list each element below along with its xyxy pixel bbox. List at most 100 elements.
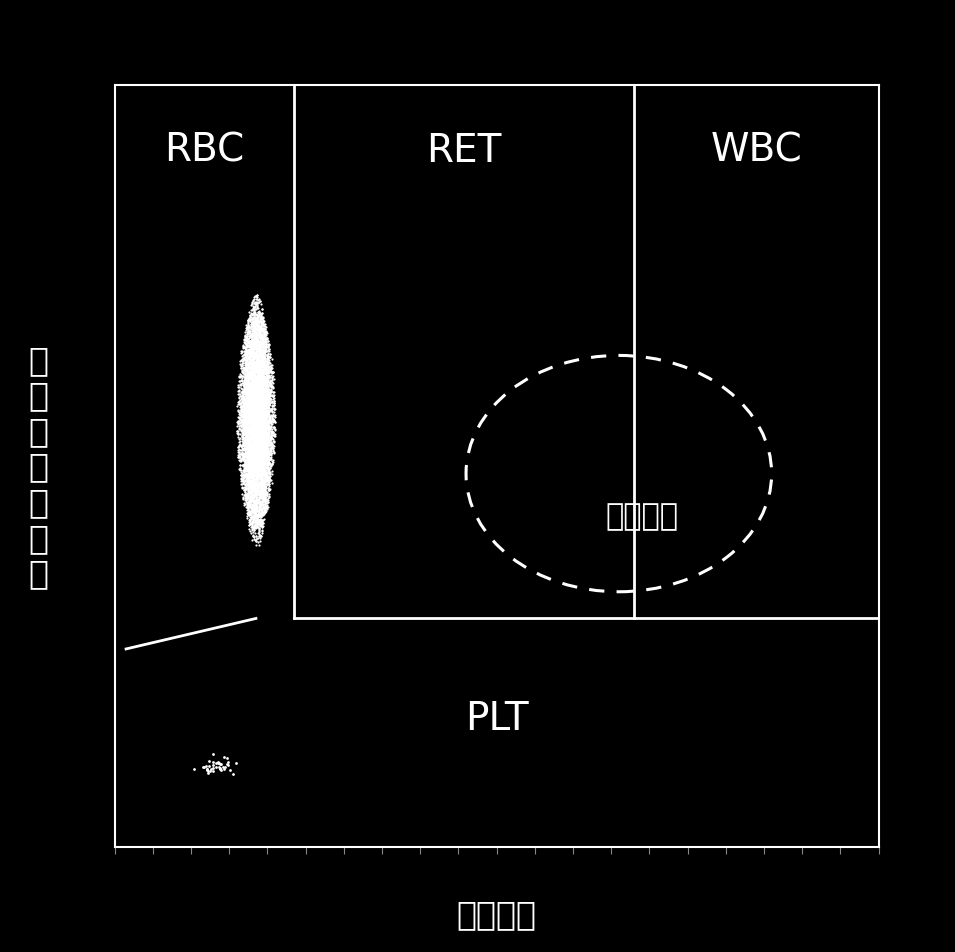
Point (244, 365, 260, 380)
Point (246, 388, 262, 404)
Point (265, 389, 280, 405)
Point (251, 464, 266, 479)
Point (260, 388, 275, 404)
Point (241, 463, 256, 478)
Point (238, 440, 253, 455)
Point (246, 424, 262, 439)
Point (260, 393, 275, 408)
Point (245, 381, 261, 396)
Point (241, 391, 256, 407)
Point (250, 460, 265, 475)
Point (251, 319, 266, 334)
Point (260, 358, 275, 373)
Point (247, 359, 263, 374)
Point (251, 503, 266, 518)
Point (243, 422, 258, 437)
Point (244, 460, 260, 475)
Point (255, 399, 270, 414)
Point (249, 447, 265, 463)
Point (251, 414, 266, 429)
Point (262, 456, 277, 471)
Point (246, 462, 262, 477)
Point (258, 423, 273, 438)
Point (244, 387, 259, 403)
Point (251, 411, 266, 426)
Point (252, 501, 267, 516)
Point (241, 390, 256, 406)
Point (245, 511, 261, 526)
Point (248, 342, 264, 357)
Point (253, 407, 268, 423)
Point (238, 359, 253, 374)
Point (240, 458, 255, 473)
Point (248, 499, 264, 514)
Point (251, 396, 266, 411)
Point (247, 520, 263, 535)
Point (248, 454, 264, 469)
Point (241, 391, 256, 407)
Point (252, 337, 267, 352)
Point (248, 408, 264, 424)
Point (244, 398, 260, 413)
Point (244, 460, 260, 475)
Point (252, 517, 267, 532)
Point (233, 406, 248, 421)
Point (249, 327, 265, 343)
Point (241, 452, 256, 467)
Point (246, 439, 262, 454)
Point (258, 374, 273, 389)
Point (245, 350, 261, 366)
Point (245, 464, 261, 479)
Point (262, 422, 277, 437)
Point (249, 411, 265, 426)
Point (249, 335, 265, 350)
Point (252, 383, 267, 398)
Point (244, 442, 260, 457)
Point (247, 404, 263, 419)
Point (243, 345, 258, 360)
Point (257, 446, 272, 461)
Point (258, 425, 273, 440)
Point (245, 337, 261, 352)
Point (256, 317, 271, 332)
Point (245, 456, 261, 471)
Point (246, 430, 262, 446)
Point (244, 344, 259, 359)
Point (244, 329, 259, 345)
Point (249, 428, 265, 444)
Point (253, 452, 268, 467)
Point (244, 443, 259, 458)
Point (254, 498, 269, 513)
Point (242, 380, 257, 395)
Point (260, 467, 275, 483)
Point (253, 389, 268, 405)
Point (257, 395, 272, 410)
Point (250, 400, 265, 415)
Point (247, 456, 263, 471)
Point (260, 418, 275, 433)
Point (261, 365, 276, 380)
Point (246, 348, 262, 364)
Point (240, 357, 255, 372)
Point (260, 368, 275, 384)
Point (253, 401, 268, 416)
Point (252, 326, 267, 341)
Point (257, 415, 272, 430)
Point (244, 401, 260, 416)
Point (237, 369, 252, 385)
Point (240, 394, 255, 409)
Point (241, 380, 256, 395)
Point (261, 405, 276, 420)
Point (248, 436, 264, 451)
Point (258, 455, 273, 470)
Point (244, 466, 260, 481)
Point (260, 421, 275, 436)
Point (249, 334, 265, 349)
Point (245, 326, 261, 341)
Point (239, 440, 254, 455)
Point (245, 316, 261, 331)
Point (253, 428, 268, 444)
Point (257, 446, 272, 461)
Point (240, 359, 255, 374)
Point (257, 443, 272, 458)
